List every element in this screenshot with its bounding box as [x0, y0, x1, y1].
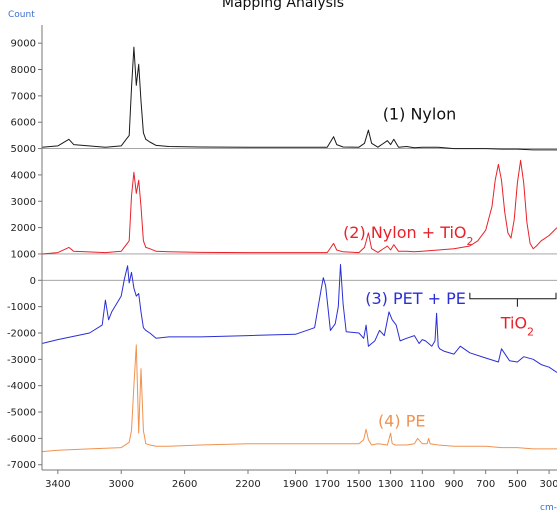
y-axis-title: Count — [8, 10, 35, 20]
x-tick-label-8: 1100 — [410, 479, 435, 490]
series-line-2 — [41, 159, 557, 255]
grid-lines — [42, 148, 557, 281]
series-group — [41, 46, 557, 453]
y-tick-label-2: 7000 — [11, 91, 36, 102]
x-tick-label-12: 300 — [540, 479, 557, 490]
y-tick-label-13: -4000 — [7, 381, 36, 392]
x-tick-label-0: 3400 — [45, 479, 70, 490]
y-axis-ticks: 9000 8000 7000 6000 5000 4000 3000 2000 1000 0 -10… — [7, 39, 42, 471]
x-tick-label-6: 1500 — [346, 479, 371, 490]
series-line-1 — [41, 46, 557, 151]
series-label-2: (2) Nylon + TiO2 — [343, 223, 473, 248]
x-tick-label-7: 1300 — [378, 479, 403, 490]
y-tick-label-0: 9000 — [11, 39, 36, 50]
x-axis-title: cm-1 — [540, 503, 557, 511]
x-tick-label-4: 1900 — [283, 479, 308, 490]
y-tick-label-8: 1000 — [11, 249, 36, 260]
x-tick-label-10: 700 — [476, 479, 495, 490]
y-tick-label-6: 3000 — [11, 197, 36, 208]
y-tick-label-5: 4000 — [11, 170, 36, 181]
y-tick-label-14: -5000 — [7, 408, 36, 419]
x-tick-label-2: 2600 — [172, 479, 197, 490]
bracket-label: TiO2 — [500, 314, 534, 339]
series-line-4 — [41, 344, 557, 453]
bracket-line — [469, 292, 557, 307]
series-label-3: (3) PET + PE — [365, 289, 466, 308]
y-tick-label-11: -2000 — [7, 328, 36, 339]
x-tick-label-1: 3000 — [109, 479, 134, 490]
x-tick-label-11: 500 — [508, 479, 527, 490]
y-tick-label-12: -3000 — [7, 355, 36, 366]
chart-title: Mapping Analysis — [222, 0, 344, 11]
y-tick-label-4: 5000 — [11, 144, 36, 155]
y-tick-label-7: 2000 — [11, 223, 36, 234]
y-tick-label-10: -1000 — [7, 302, 36, 313]
x-tick-label-5: 1700 — [315, 479, 340, 490]
series-line-3 — [41, 264, 557, 373]
x-axis-ticks: 3400 3000 2600 2200 1900 1700 1500 1300 1100 900 7… — [45, 470, 557, 490]
series-label-1: (1) Nylon — [383, 105, 457, 124]
y-tick-label-9: 0 — [30, 276, 36, 287]
x-tick-label-9: 900 — [444, 479, 463, 490]
series-label-4: (4) PE — [378, 412, 426, 431]
annotations: (1) Nylon (2) Nylon + TiO2 (3) PET + PE (4)… — [343, 105, 473, 431]
x-tick-label-3: 2200 — [235, 479, 260, 490]
y-tick-label-15: -6000 — [7, 434, 36, 445]
tio2-bracket: TiO2 — [469, 292, 557, 339]
y-tick-label-1: 8000 — [11, 65, 36, 76]
y-tick-label-16: -7000 — [7, 460, 36, 471]
y-tick-label-3: 6000 — [11, 118, 36, 129]
